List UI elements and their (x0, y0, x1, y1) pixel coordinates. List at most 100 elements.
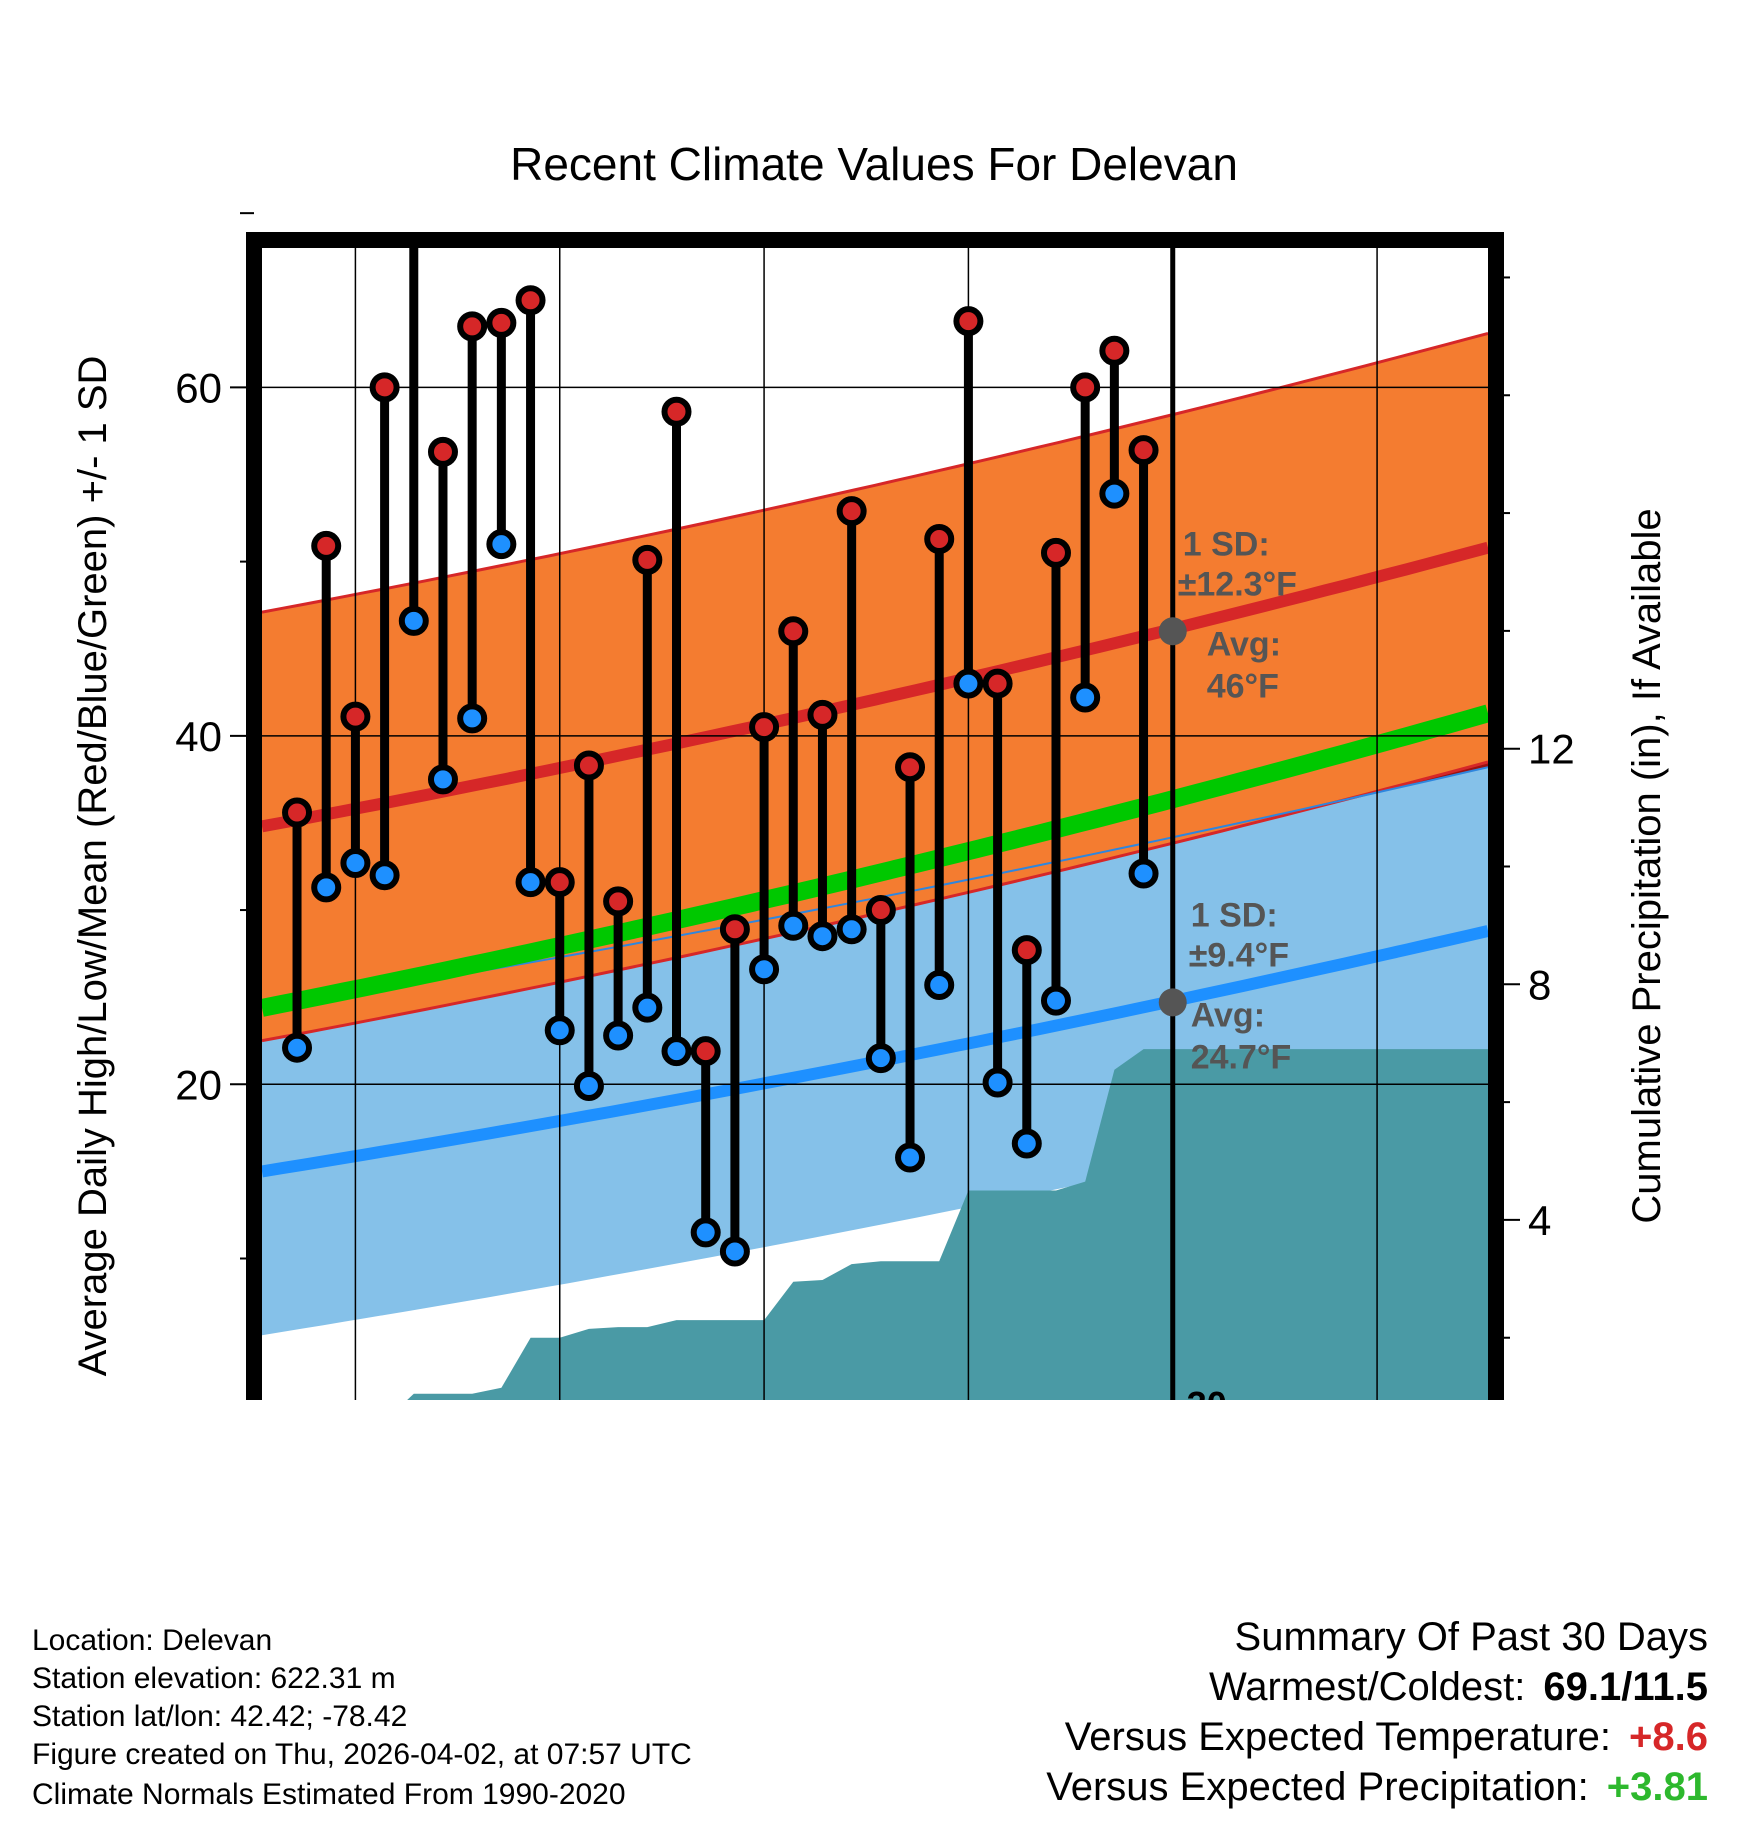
y-tick-label: 20 (175, 1061, 222, 1108)
days-number: 30 (1187, 1384, 1227, 1400)
daily-low-point (924, 969, 955, 1000)
daily-high-point (924, 523, 955, 554)
summary-temp: Versus Expected Temperature: +8.6 (1065, 1714, 1708, 1760)
daily-high-point (632, 544, 663, 575)
daily-high-point (573, 750, 604, 781)
daily-low-point (953, 668, 984, 699)
warmest-value: 69.1/11.5 (1543, 1665, 1708, 1709)
daily-low-point (544, 1015, 575, 1046)
daily-high-point (1070, 372, 1101, 403)
summary-title: Summary Of Past 30 Days (1234, 1615, 1708, 1659)
daily-low-point (836, 914, 867, 945)
daily-low-point (632, 992, 663, 1023)
daily-low-point (865, 1043, 896, 1074)
y-tick-label: 40 (175, 713, 222, 760)
created-text: Figure created on Thu, 2026-04-02, at 07… (32, 1738, 692, 1771)
daily-low-point (749, 954, 780, 985)
daily-high-point (544, 867, 575, 898)
low-avg-label: Avg: (1191, 996, 1265, 1034)
daily-high-point (778, 616, 809, 647)
low-avg-marker (1158, 988, 1187, 1017)
low-sd-value: ±9.4°F (1189, 936, 1289, 974)
daily-low-point (311, 872, 342, 903)
elevation-text: Station elevation: 622.31 m (32, 1662, 396, 1695)
daily-low-point (427, 764, 458, 795)
daily-low-point (1128, 858, 1159, 889)
daily-high-point (369, 372, 400, 403)
y-tick-label: 60 (175, 364, 222, 411)
daily-low-point (1011, 1128, 1042, 1159)
daily-low-point (1070, 682, 1101, 713)
daily-high-point (836, 496, 867, 527)
y2-tick-label: 8 (1528, 961, 1551, 1008)
y2-axis-label: Cumulative Precipitation (in), If Availa… (1625, 508, 1669, 1223)
normals-text: Climate Normals Estimated From 1990-2020 (32, 1778, 626, 1811)
summary-precip: Versus Expected Precipitation: +3.81 (1046, 1764, 1708, 1810)
daily-low-point (719, 1236, 750, 1267)
precip-label: Versus Expected Precipitation: (1046, 1765, 1589, 1809)
chart-title: Recent Climate Values For Delevan (510, 138, 1238, 190)
daily-high-point (515, 285, 546, 316)
daily-high-point (1128, 435, 1159, 466)
daily-high-point (982, 668, 1013, 699)
high-sd-value: ±12.3°F (1178, 565, 1297, 603)
daily-high-point (427, 436, 458, 467)
daily-high-point (486, 307, 517, 338)
daily-high-point (603, 886, 634, 917)
daily-high-point (895, 752, 926, 783)
daily-low-point (982, 1067, 1013, 1098)
daily-high-point (457, 311, 488, 342)
high-sd-label: 1 SD: (1183, 525, 1270, 563)
daily-low-point (515, 867, 546, 898)
temp-anomaly-value: +8.6 (1629, 1715, 1708, 1759)
daily-high-point (1040, 537, 1071, 568)
y2-tick-label: 4 (1528, 1197, 1551, 1244)
daily-low-point (340, 848, 371, 879)
latlon-text: Station lat/lon: 42.42; -78.42 (32, 1700, 408, 1733)
daily-low-point (369, 860, 400, 891)
daily-low-point (895, 1142, 926, 1173)
daily-high-point (865, 895, 896, 926)
daily-high-point (807, 699, 838, 730)
daily-low-point (661, 1036, 692, 1067)
daily-low-point (603, 1020, 634, 1051)
summary-warmest: Warmest/Coldest: 69.1/11.5 (1209, 1664, 1708, 1710)
y-axis-label: Average Daily High/Low/Mean (Red/Blue/Gr… (71, 356, 115, 1377)
daily-low-point (282, 1032, 313, 1063)
normal-high-line (262, 541, 1488, 833)
daily-high-point (749, 712, 780, 743)
high-sd-band (262, 333, 1488, 1041)
daily-low-point (1099, 478, 1130, 509)
daily-low-point (486, 529, 517, 560)
daily-high-point (311, 530, 342, 561)
y2-tick-label: 12 (1528, 726, 1575, 773)
daily-low-point (573, 1071, 604, 1102)
precip-anomaly-value: +3.81 (1606, 1765, 1708, 1809)
cumulative-precip-area (407, 1049, 1488, 1400)
daily-high-point (953, 306, 984, 337)
daily-high-point (661, 396, 692, 427)
daily-high-point (1011, 935, 1042, 966)
high-avg-marker (1158, 617, 1187, 646)
warmest-label: Warmest/Coldest: (1209, 1665, 1526, 1709)
daily-high-point (282, 797, 313, 828)
high-avg-value: 46°F (1207, 667, 1279, 705)
high-avg-label: Avg: (1207, 625, 1281, 663)
daily-high-point (340, 701, 371, 732)
low-sd-label: 1 SD: (1191, 896, 1278, 934)
daily-high-point (719, 914, 750, 945)
low-avg-value: 24.7°F (1191, 1038, 1292, 1076)
location-text: Location: Delevan (32, 1624, 273, 1657)
daily-low-point (690, 1217, 721, 1248)
daily-low-point (398, 605, 429, 636)
daily-low-point (1040, 985, 1071, 1016)
daily-low-point (807, 921, 838, 952)
normal-precip-line (262, 704, 1488, 1017)
temp-label: Versus Expected Temperature: (1064, 1715, 1612, 1759)
daily-low-point (778, 910, 809, 941)
daily-low-point (457, 703, 488, 734)
daily-high-point (1099, 335, 1130, 366)
daily-high-point (690, 1036, 721, 1067)
